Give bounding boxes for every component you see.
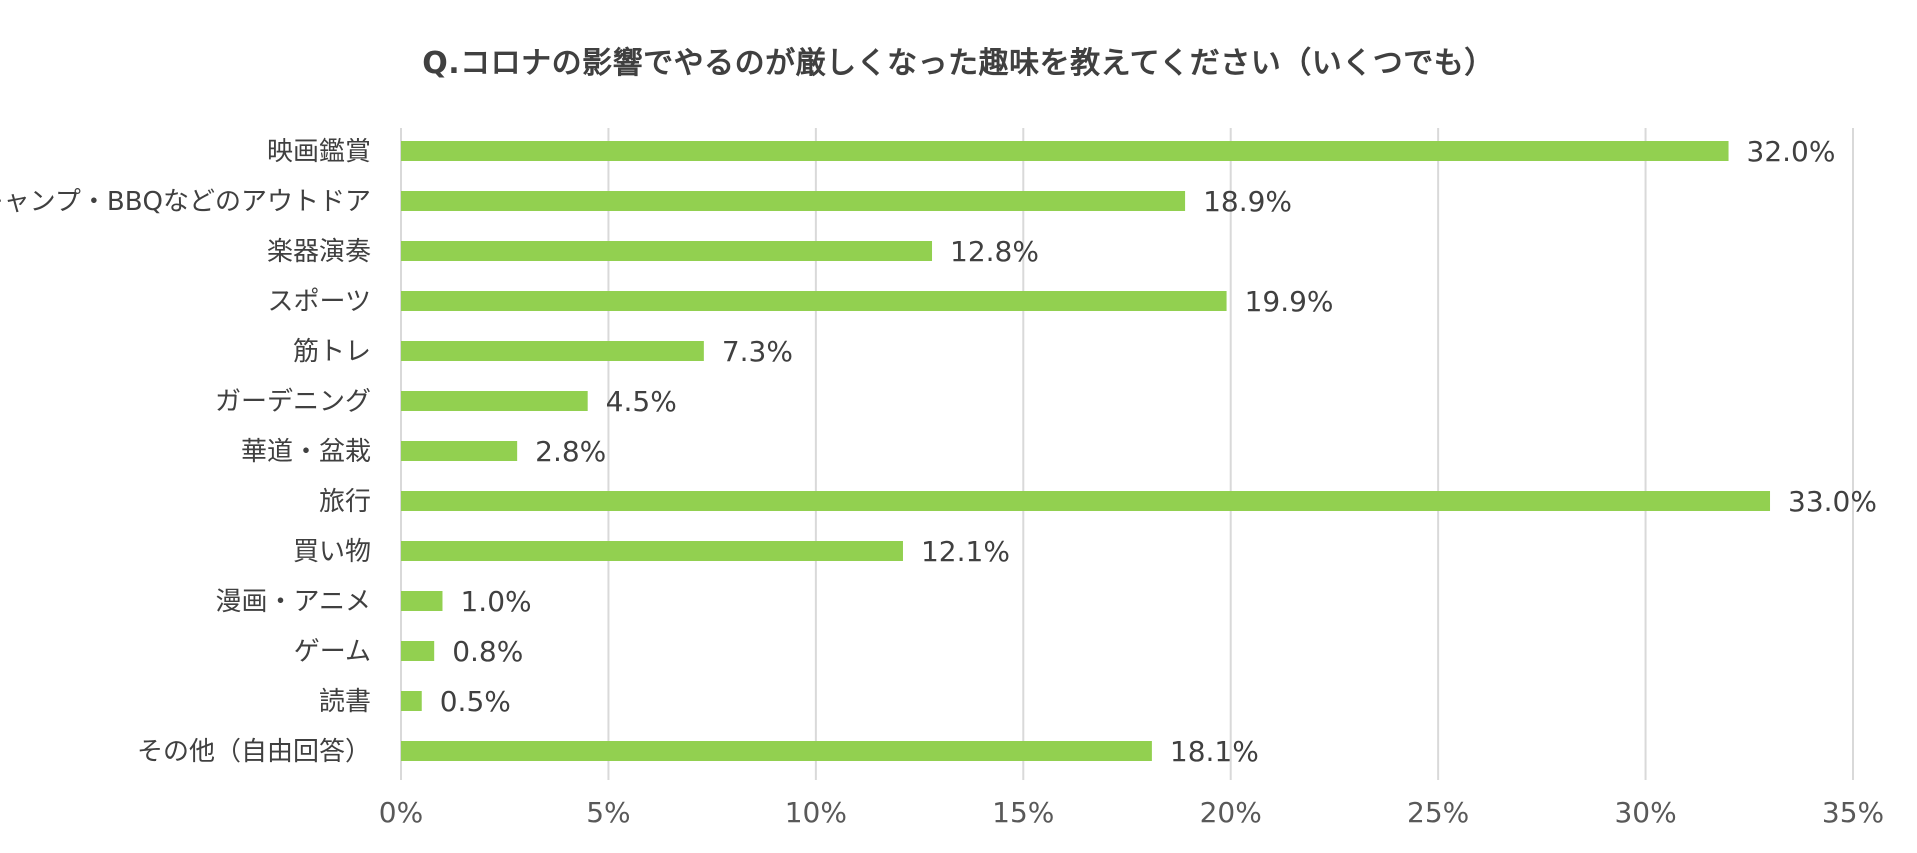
- x-tick-label: 25%: [1407, 796, 1469, 829]
- value-label: 32.0%: [1747, 135, 1836, 168]
- category-label: スポーツ: [268, 287, 371, 317]
- category-label: 筋トレ: [293, 337, 371, 367]
- x-tick-label: 0%: [379, 796, 423, 829]
- value-label: 18.9%: [1203, 185, 1292, 218]
- value-label: 4.5%: [606, 385, 677, 418]
- x-tick-label: 15%: [992, 796, 1054, 829]
- category-label: キャンプ・BBQなどのアウトドア: [0, 187, 371, 217]
- value-label: 0.8%: [452, 635, 523, 668]
- category-label: 映画鑑賞: [267, 137, 371, 167]
- bar: [401, 491, 1771, 511]
- category-label: ガーデニング: [215, 387, 371, 417]
- value-label: 18.1%: [1170, 735, 1259, 768]
- value-label: 7.3%: [722, 335, 793, 368]
- value-label: 19.9%: [1245, 285, 1334, 318]
- x-tick-label: 10%: [785, 796, 847, 829]
- category-label: 読書: [319, 687, 371, 717]
- bar: [401, 141, 1729, 161]
- category-label: ゲーム: [294, 637, 371, 667]
- value-label: 1.0%: [460, 585, 531, 618]
- category-label: その他（自由回答）: [137, 737, 371, 767]
- chart-title: Q.コロナの影響でやるのが厳しくなった趣味を教えてください（いくつでも）: [422, 46, 1495, 81]
- category-label: 楽器演奏: [267, 237, 371, 267]
- category-label: 漫画・アニメ: [216, 587, 371, 617]
- x-tick-label: 20%: [1200, 796, 1262, 829]
- x-tick-label: 30%: [1614, 796, 1676, 829]
- value-label: 33.0%: [1788, 485, 1877, 518]
- x-tick-label: 35%: [1822, 796, 1884, 829]
- category-label: 華道・盆栽: [241, 437, 371, 467]
- bar: [401, 691, 422, 711]
- bar: [401, 291, 1227, 311]
- bar: [401, 641, 435, 661]
- category-label: 買い物: [293, 537, 371, 567]
- x-tick-label: 5%: [586, 796, 630, 829]
- bar: [401, 241, 933, 261]
- bar: [401, 541, 903, 561]
- bar: [401, 391, 588, 411]
- bar: [401, 441, 518, 461]
- bar: [401, 741, 1152, 761]
- bar: [401, 191, 1186, 211]
- value-label: 0.5%: [440, 685, 511, 718]
- category-label: 旅行: [319, 487, 371, 517]
- bar: [401, 591, 443, 611]
- value-label: 12.8%: [950, 235, 1039, 268]
- value-label: 12.1%: [921, 535, 1010, 568]
- bar: [401, 341, 704, 361]
- value-label: 2.8%: [535, 435, 606, 468]
